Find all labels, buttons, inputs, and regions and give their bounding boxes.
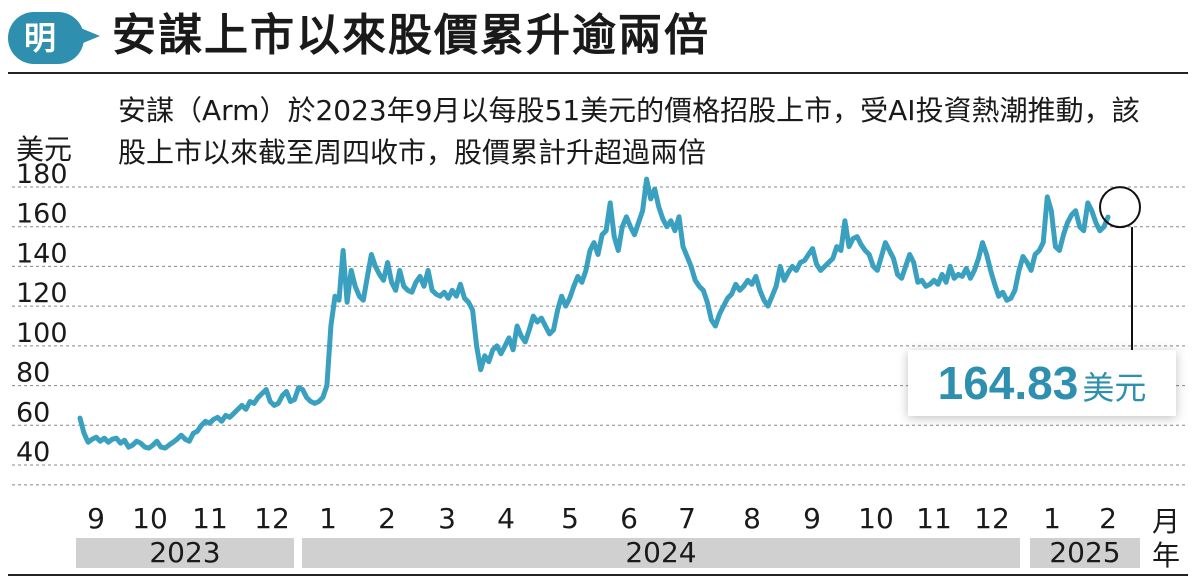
title-divider	[8, 72, 1188, 74]
bottom-divider	[8, 574, 1188, 576]
x-tick-label: 12	[254, 502, 290, 535]
x-tick-label: 10	[858, 502, 894, 535]
chart-subtitle: 安謀（Arm）於2023年9月以每股51美元的價格招股上市，受AI投資熱潮推動，…	[118, 94, 1140, 169]
latest-price-value: 164.83	[937, 357, 1079, 409]
y-tick-label: 100	[16, 318, 68, 349]
x-tick-label: 1	[1043, 502, 1061, 535]
x-tick-label: 6	[620, 502, 638, 535]
x-tick-label: 5	[561, 502, 579, 535]
y-axis-unit: 美元	[16, 133, 73, 166]
x-tick-label: 11	[192, 502, 228, 535]
year-label-2025: 2025	[1030, 538, 1140, 568]
y-tick-label: 120	[16, 278, 68, 309]
x-tick-label: 11	[916, 502, 952, 535]
logo-tail	[66, 22, 100, 50]
x-tick-label: 9	[87, 502, 105, 535]
year-label-2023: 2023	[76, 538, 294, 568]
year-label-2024: 2024	[302, 538, 1020, 568]
logo-char: 明	[23, 19, 56, 57]
header: 明 安謀上市以來股價累升逾兩倍	[0, 0, 1194, 74]
y-tick-label: 180	[16, 159, 68, 190]
x-tick-label: 4	[497, 502, 515, 535]
x-tick-label: 2	[378, 502, 396, 535]
latest-price-callout: 164.83 美元	[908, 350, 1176, 416]
x-tick-label: 2	[1099, 502, 1117, 535]
y-tick-label: 60	[16, 397, 50, 428]
month-unit-label: 月	[1152, 505, 1181, 538]
year-unit-label: 年	[1152, 539, 1181, 572]
price-series-line	[77, 176, 1111, 451]
latest-price-unit: 美元	[1082, 369, 1147, 407]
x-tick-label: 7	[678, 502, 696, 535]
page-title: 安謀上市以來股價累升逾兩倍	[112, 10, 710, 61]
x-tick-label: 9	[803, 502, 821, 535]
x-tick-label: 8	[743, 502, 761, 535]
x-tick-label: 10	[132, 502, 168, 535]
y-tick-label: 80	[16, 358, 50, 389]
x-tick-label: 12	[974, 502, 1010, 535]
x-tick-label: 3	[438, 502, 456, 535]
y-tick-label: 160	[16, 199, 68, 230]
x-tick-label: 1	[319, 502, 337, 535]
last-value-marker	[1099, 186, 1141, 229]
y-tick-label: 140	[16, 238, 68, 269]
y-tick-label: 40	[16, 437, 50, 468]
